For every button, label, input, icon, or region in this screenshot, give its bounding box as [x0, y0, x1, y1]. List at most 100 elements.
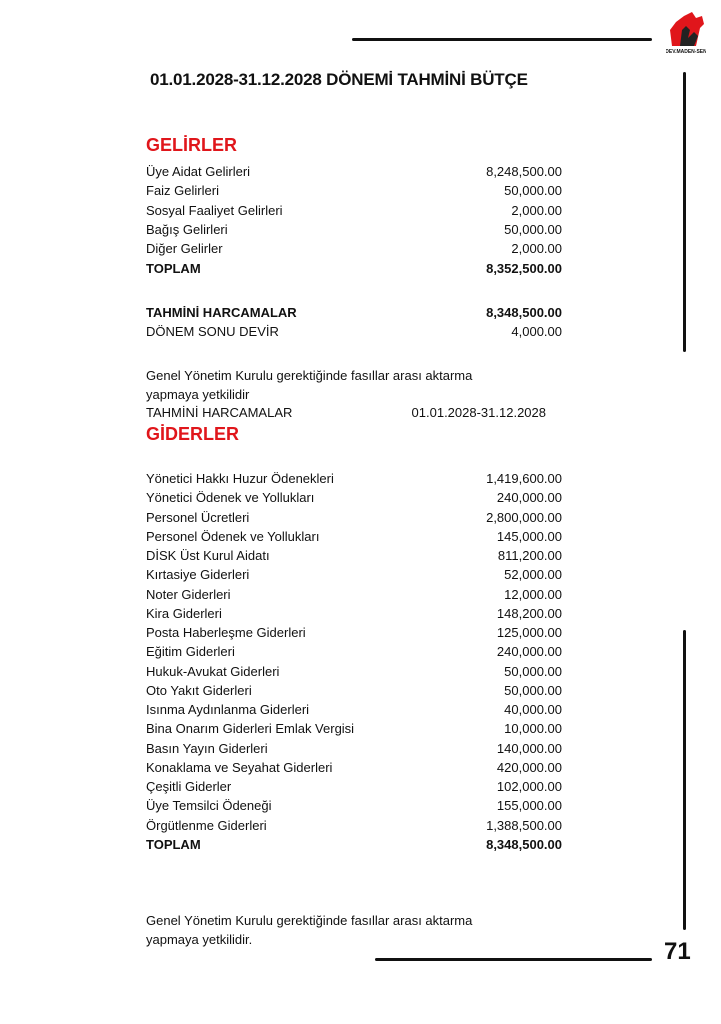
row-label: Çeşitli Giderler [146, 779, 232, 794]
row-label: Diğer Gelirler [146, 241, 223, 257]
right-rule-lower [683, 630, 686, 930]
line-item-row: Yönetici Hakkı Huzur Ödenekleri 1,419,60… [146, 469, 562, 488]
right-rule-upper [683, 72, 686, 352]
period-row: TAHMİNİ HARCAMALAR 01.01.2028-31.12.2028 [146, 403, 546, 422]
total-row: TOPLAM 8,348,500.00 [146, 835, 562, 854]
period-value: 01.01.2028-31.12.2028 [411, 405, 546, 420]
line-item-row: Kırtasiye Giderleri 52,000.00 [146, 565, 562, 584]
note-line: yapmaya yetkilidir [146, 387, 250, 402]
row-label: Bağış Gelirleri [146, 221, 228, 237]
row-label: Posta Haberleşme Giderleri [146, 625, 306, 640]
total-label: TOPLAM [146, 836, 201, 852]
row-value: 2,000.00 [511, 202, 562, 218]
row-value: 1,388,500.00 [486, 817, 562, 833]
line-item-row: Sosyal Faaliyet Gelirleri 2,000.00 [146, 201, 562, 220]
line-item-row: Posta Haberleşme Giderleri 125,000.00 [146, 623, 562, 642]
row-value: 140,000.00 [496, 740, 562, 756]
dev-maden-sen-logo: DEV.MADEN-SEN [665, 8, 707, 60]
row-label: DİSK Üst Kurul Aidatı [146, 548, 270, 563]
row-label: Eğitim Giderleri [146, 644, 235, 660]
row-label: Sosyal Faaliyet Gelirleri [146, 202, 283, 218]
row-value: 12,000.00 [504, 586, 562, 602]
row-value: 145,000.00 [496, 528, 562, 544]
row-value: 811,200.00 [497, 548, 562, 563]
row-label: Kırtasiye Giderleri [146, 567, 250, 583]
row-label: Isınma Aydınlanma Giderleri [146, 702, 310, 717]
row-value: 2,000.00 [511, 241, 562, 257]
row-label: Noter Giderleri [146, 586, 231, 602]
total-value: 8,352,500.00 [486, 260, 562, 276]
row-label: Hukuk-Avukat Giderleri [146, 663, 280, 679]
total-row: TOPLAM 8,352,500.00 [146, 259, 562, 278]
row-value: 50,000.00 [504, 663, 562, 679]
line-item-row: Diğer Gelirler 2,000.00 [146, 239, 562, 258]
row-label: Basın Yayın Giderleri [146, 740, 268, 756]
row-label: DÖNEM SONU DEVİR [146, 324, 279, 339]
row-value: 40,000.00 [504, 702, 562, 717]
summary-carry-row: DÖNEM SONU DEVİR 4,000.00 [146, 322, 562, 341]
line-item-row: Üye Temsilci Ödeneği 155,000.00 [146, 796, 562, 815]
line-item-row: Bina Onarım Giderleri Emlak Vergisi 10,0… [146, 719, 562, 738]
note-line: Genel Yönetim Kurulu gerektiğinde fasıll… [146, 913, 473, 928]
line-item-row: Yönetici Ödenek ve Yollukları 240,000.00 [146, 488, 562, 507]
income-heading: GELİRLER [146, 135, 238, 155]
period-label: TAHMİNİ HARCAMALAR [146, 405, 293, 420]
line-item-row: Personel Ücretleri 2,800,000.00 [146, 508, 562, 527]
line-item-row: Örgütlenme Giderleri 1,388,500.00 [146, 816, 562, 835]
row-label: Örgütlenme Giderleri [146, 817, 267, 833]
note-authority-footer: Genel Yönetim Kurulu gerektiğinde fasıll… [146, 911, 472, 949]
row-value: 10,000.00 [504, 721, 562, 737]
row-label: TAHMİNİ HARCAMALAR [146, 305, 297, 320]
row-label: Konaklama ve Seyahat Giderleri [146, 759, 333, 775]
bottom-rule [375, 958, 652, 961]
row-value: 8,348,500.00 [486, 305, 562, 320]
total-label: TOPLAM [146, 260, 201, 276]
row-value: 420,000.00 [496, 759, 562, 775]
row-label: Kira Giderleri [146, 605, 222, 621]
row-label: Bina Onarım Giderleri Emlak Vergisi [146, 721, 355, 737]
row-label: Yönetici Ödenek ve Yollukları [146, 490, 315, 506]
row-value: 2,800,000.00 [486, 509, 562, 525]
line-item-row: Çeşitli Giderler 102,000.00 [146, 777, 562, 796]
line-item-row: Bağış Gelirleri 50,000.00 [146, 220, 562, 239]
row-value: 102,000.00 [496, 779, 562, 794]
row-label: Oto Yakıt Giderleri [146, 682, 252, 698]
note-line: Genel Yönetim Kurulu gerektiğinde fasıll… [146, 368, 473, 383]
row-value: 240,000.00 [496, 490, 562, 506]
row-value: 50,000.00 [504, 221, 562, 237]
line-item-row: Kira Giderleri 148,200.00 [146, 604, 562, 623]
row-value: 148,200.00 [496, 605, 562, 621]
row-value: 50,000.00 [504, 682, 562, 698]
line-item-row: Eğitim Giderleri 240,000.00 [146, 642, 562, 661]
line-item-row: Üye Aidat Gelirleri 8,248,500.00 [146, 162, 562, 181]
row-value: 240,000.00 [496, 644, 562, 660]
line-item-row: Isınma Aydınlanma Giderleri 40,000.00 [146, 700, 562, 719]
svg-text:DEV.MADEN-SEN: DEV.MADEN-SEN [666, 49, 706, 55]
line-item-row: Personel Ödenek ve Yollukları 145,000.00 [146, 527, 562, 546]
row-label: Üye Aidat Gelirleri [146, 164, 251, 179]
line-item-row: Oto Yakıt Giderleri 50,000.00 [146, 681, 562, 700]
row-value: 52,000.00 [504, 567, 562, 583]
top-rule [352, 38, 652, 41]
row-value: 8,248,500.00 [486, 164, 562, 179]
row-label: Faiz Gelirleri [146, 183, 219, 199]
row-value: 1,419,600.00 [486, 471, 562, 486]
note-line: yapmaya yetkilidir. [146, 932, 253, 947]
page-number: 71 [664, 938, 691, 965]
line-item-row: Noter Giderleri 12,000.00 [146, 585, 562, 604]
row-label: Personel Ödenek ve Yollukları [146, 528, 320, 544]
total-value: 8,348,500.00 [486, 836, 562, 852]
summary-expenses-row: TAHMİNİ HARCAMALAR 8,348,500.00 [146, 303, 562, 322]
row-value: 125,000.00 [496, 625, 562, 640]
line-item-row: Hukuk-Avukat Giderleri 50,000.00 [146, 662, 562, 681]
line-item-row: Konaklama ve Seyahat Giderleri 420,000.0… [146, 758, 562, 777]
row-value: 50,000.00 [504, 183, 562, 199]
row-value: 4,000.00 [511, 324, 562, 339]
note-authority: Genel Yönetim Kurulu gerektiğinde fasıll… [146, 366, 472, 404]
row-label: Personel Ücretleri [146, 509, 250, 525]
row-label: Üye Temsilci Ödeneği [146, 798, 272, 814]
line-item-row: DİSK Üst Kurul Aidatı 811,200.00 [146, 546, 562, 565]
expenses-heading: GİDERLER [146, 424, 240, 444]
line-item-row: Faiz Gelirleri 50,000.00 [146, 181, 562, 200]
page-title: 01.01.2028-31.12.2028 DÖNEMİ TAHMİNİ BÜT… [150, 70, 528, 89]
